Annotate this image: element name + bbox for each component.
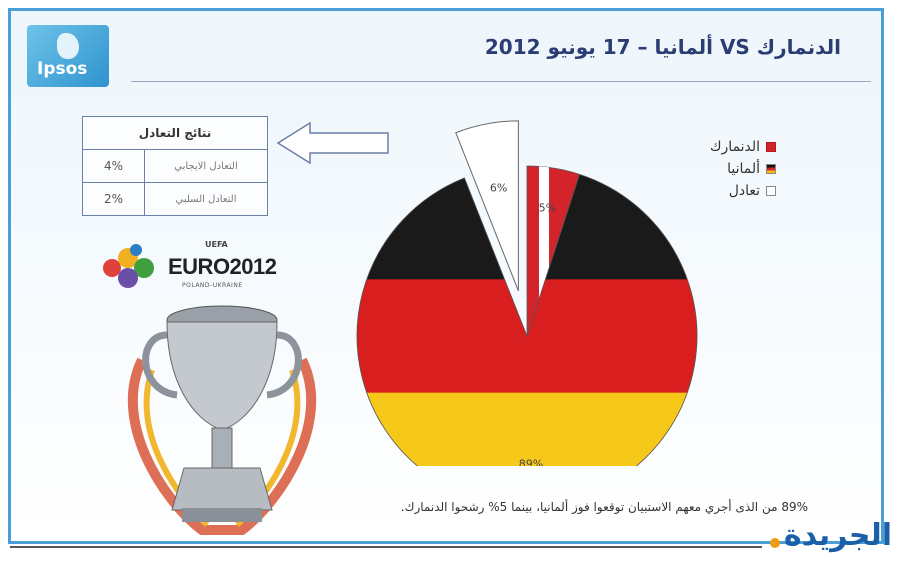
title-divider <box>131 81 871 82</box>
table-row: 2% التعادل السلبي <box>82 182 268 216</box>
draw-positive-label: التعادل الايجابي <box>144 149 268 183</box>
ipsos-logo-mark <box>57 33 79 59</box>
page-title: الدنمارك VS ألمانيا – 17 يونيو 2012 <box>484 35 841 59</box>
ipsos-logo-text: Ipsos <box>37 59 88 79</box>
brand-logo: الجريدة <box>783 518 892 553</box>
pie-slice-germany <box>356 173 698 466</box>
trophy-image <box>127 305 317 535</box>
germany-flag-icon <box>766 164 777 174</box>
euro-logo-graphic <box>103 244 154 288</box>
draw-table-heading: نتائج التعادل <box>82 116 268 150</box>
draw-swatch-icon <box>766 186 777 196</box>
ipsos-logo: Ipsos <box>27 25 109 87</box>
legend-item-draw: تعادل <box>710 180 777 202</box>
brand-dot <box>770 538 780 548</box>
arrow-left-icon <box>276 121 389 165</box>
pie-group: 5% 89% 6% <box>356 120 698 466</box>
pie-slice-label: 6% <box>490 181 507 194</box>
draw-negative-label: التعادل السلبي <box>144 182 268 216</box>
legend-label-germany: ألمانيا <box>727 161 761 177</box>
draw-positive-value: 4% <box>82 149 145 183</box>
bottom-divider <box>10 546 762 548</box>
legend-item-germany: ألمانيا <box>710 158 777 180</box>
legend-label-draw: تعادل <box>728 183 761 199</box>
pie-slice-label: 89% <box>519 457 543 466</box>
pie-chart: 5% 89% 6% <box>356 120 698 466</box>
pie-slice-label: 5% <box>539 202 556 215</box>
table-row: 4% التعادل الايجابي <box>82 149 268 183</box>
uefa-label: UEFA <box>205 240 228 249</box>
draw-results-table: نتائج التعادل 4% التعادل الايجابي 2% الت… <box>82 116 268 216</box>
pie-slice-draw <box>455 120 519 291</box>
chart-footnote: 89% من الذى أجري معهم الاستبيان توقعوا ف… <box>400 500 808 514</box>
germany-slice-band <box>357 392 697 466</box>
draw-negative-value: 2% <box>82 182 145 216</box>
chart-legend: الدنمارك ألمانيا تعادل <box>710 136 777 202</box>
denmark-cross-stripe <box>539 166 549 336</box>
legend-item-denmark: الدنمارك <box>710 136 777 158</box>
legend-label-denmark: الدنمارك <box>710 139 761 155</box>
denmark-flag-icon <box>766 142 777 152</box>
euro-logo-title: EURO2012 <box>168 254 277 279</box>
euro-logo-subtitle: POLAND-UKRAINE <box>182 282 243 289</box>
